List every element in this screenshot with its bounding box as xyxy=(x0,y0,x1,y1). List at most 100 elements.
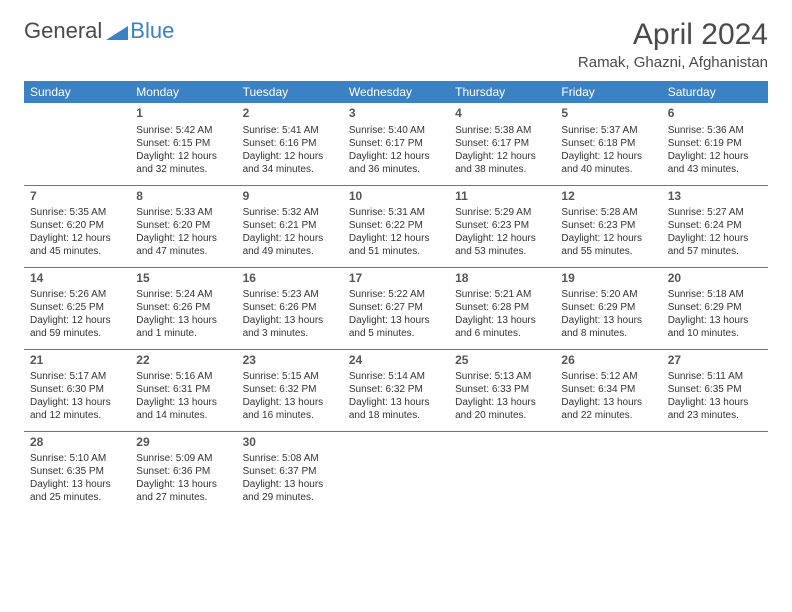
sunset-text: Sunset: 6:33 PM xyxy=(455,383,549,396)
sunset-text: Sunset: 6:34 PM xyxy=(561,383,655,396)
daylight-text: Daylight: 12 hours xyxy=(349,150,443,163)
calendar-row: 7Sunrise: 5:35 AMSunset: 6:20 PMDaylight… xyxy=(24,185,768,267)
daylight-text: Daylight: 12 hours xyxy=(30,314,124,327)
sunset-text: Sunset: 6:16 PM xyxy=(243,137,337,150)
calendar-cell: 11Sunrise: 5:29 AMSunset: 6:23 PMDayligh… xyxy=(449,185,555,267)
header: General Blue April 2024 Ramak, Ghazni, A… xyxy=(24,18,768,71)
daylight-text: and 40 minutes. xyxy=(561,163,655,176)
daylight-text: and 55 minutes. xyxy=(561,245,655,258)
daylight-text: Daylight: 12 hours xyxy=(349,232,443,245)
day-number: 19 xyxy=(561,271,655,287)
daylight-text: Daylight: 13 hours xyxy=(561,314,655,327)
calendar-cell: 2Sunrise: 5:41 AMSunset: 6:16 PMDaylight… xyxy=(237,103,343,185)
day-number: 15 xyxy=(136,271,230,287)
sunset-text: Sunset: 6:31 PM xyxy=(136,383,230,396)
day-number: 22 xyxy=(136,353,230,369)
calendar-cell: 29Sunrise: 5:09 AMSunset: 6:36 PMDayligh… xyxy=(130,431,236,513)
daylight-text: Daylight: 13 hours xyxy=(136,478,230,491)
sunset-text: Sunset: 6:17 PM xyxy=(455,137,549,150)
calendar-cell: 24Sunrise: 5:14 AMSunset: 6:32 PMDayligh… xyxy=(343,349,449,431)
calendar-row: 1Sunrise: 5:42 AMSunset: 6:15 PMDaylight… xyxy=(24,103,768,185)
daylight-text: Daylight: 12 hours xyxy=(243,150,337,163)
daylight-text: and 29 minutes. xyxy=(243,491,337,504)
sunrise-text: Sunrise: 5:37 AM xyxy=(561,124,655,137)
day-number: 1 xyxy=(136,106,230,122)
daylight-text: and 22 minutes. xyxy=(561,409,655,422)
calendar-row: 28Sunrise: 5:10 AMSunset: 6:35 PMDayligh… xyxy=(24,431,768,513)
calendar-cell: 12Sunrise: 5:28 AMSunset: 6:23 PMDayligh… xyxy=(555,185,661,267)
day-number: 6 xyxy=(668,106,762,122)
sunrise-text: Sunrise: 5:09 AM xyxy=(136,452,230,465)
day-number: 3 xyxy=(349,106,443,122)
sunset-text: Sunset: 6:21 PM xyxy=(243,219,337,232)
daylight-text: and 16 minutes. xyxy=(243,409,337,422)
sunset-text: Sunset: 6:30 PM xyxy=(30,383,124,396)
calendar-cell: 15Sunrise: 5:24 AMSunset: 6:26 PMDayligh… xyxy=(130,267,236,349)
daylight-text: and 14 minutes. xyxy=(136,409,230,422)
sunset-text: Sunset: 6:35 PM xyxy=(668,383,762,396)
sunrise-text: Sunrise: 5:29 AM xyxy=(455,206,549,219)
daylight-text: and 6 minutes. xyxy=(455,327,549,340)
daylight-text: and 20 minutes. xyxy=(455,409,549,422)
sunrise-text: Sunrise: 5:14 AM xyxy=(349,370,443,383)
daylight-text: and 47 minutes. xyxy=(136,245,230,258)
daylight-text: Daylight: 12 hours xyxy=(136,150,230,163)
calendar-row: 21Sunrise: 5:17 AMSunset: 6:30 PMDayligh… xyxy=(24,349,768,431)
sunset-text: Sunset: 6:36 PM xyxy=(136,465,230,478)
calendar-cell xyxy=(24,103,130,185)
sunrise-text: Sunrise: 5:13 AM xyxy=(455,370,549,383)
daylight-text: and 45 minutes. xyxy=(30,245,124,258)
logo-text-blue: Blue xyxy=(130,18,174,44)
col-thursday: Thursday xyxy=(449,81,555,103)
calendar-cell: 16Sunrise: 5:23 AMSunset: 6:26 PMDayligh… xyxy=(237,267,343,349)
sunrise-text: Sunrise: 5:36 AM xyxy=(668,124,762,137)
daylight-text: Daylight: 13 hours xyxy=(243,478,337,491)
sunrise-text: Sunrise: 5:26 AM xyxy=(30,288,124,301)
calendar-cell: 6Sunrise: 5:36 AMSunset: 6:19 PMDaylight… xyxy=(662,103,768,185)
sunrise-text: Sunrise: 5:35 AM xyxy=(30,206,124,219)
sunset-text: Sunset: 6:35 PM xyxy=(30,465,124,478)
day-number: 16 xyxy=(243,271,337,287)
calendar-cell: 20Sunrise: 5:18 AMSunset: 6:29 PMDayligh… xyxy=(662,267,768,349)
calendar-cell: 10Sunrise: 5:31 AMSunset: 6:22 PMDayligh… xyxy=(343,185,449,267)
daylight-text: and 32 minutes. xyxy=(136,163,230,176)
day-number: 28 xyxy=(30,435,124,451)
daylight-text: and 27 minutes. xyxy=(136,491,230,504)
sunset-text: Sunset: 6:23 PM xyxy=(561,219,655,232)
triangle-icon xyxy=(106,22,128,40)
calendar-cell: 26Sunrise: 5:12 AMSunset: 6:34 PMDayligh… xyxy=(555,349,661,431)
day-number: 23 xyxy=(243,353,337,369)
daylight-text: Daylight: 13 hours xyxy=(349,314,443,327)
day-number: 14 xyxy=(30,271,124,287)
sunset-text: Sunset: 6:17 PM xyxy=(349,137,443,150)
daylight-text: and 57 minutes. xyxy=(668,245,762,258)
calendar-cell: 18Sunrise: 5:21 AMSunset: 6:28 PMDayligh… xyxy=(449,267,555,349)
calendar-cell: 1Sunrise: 5:42 AMSunset: 6:15 PMDaylight… xyxy=(130,103,236,185)
daylight-text: Daylight: 13 hours xyxy=(136,314,230,327)
sunset-text: Sunset: 6:15 PM xyxy=(136,137,230,150)
col-monday: Monday xyxy=(130,81,236,103)
sunrise-text: Sunrise: 5:41 AM xyxy=(243,124,337,137)
col-sunday: Sunday xyxy=(24,81,130,103)
sunrise-text: Sunrise: 5:28 AM xyxy=(561,206,655,219)
daylight-text: Daylight: 13 hours xyxy=(30,396,124,409)
sunset-text: Sunset: 6:32 PM xyxy=(243,383,337,396)
calendar-cell: 13Sunrise: 5:27 AMSunset: 6:24 PMDayligh… xyxy=(662,185,768,267)
daylight-text: and 49 minutes. xyxy=(243,245,337,258)
daylight-text: Daylight: 13 hours xyxy=(668,314,762,327)
calendar-cell: 8Sunrise: 5:33 AMSunset: 6:20 PMDaylight… xyxy=(130,185,236,267)
daylight-text: Daylight: 12 hours xyxy=(455,232,549,245)
daylight-text: Daylight: 12 hours xyxy=(455,150,549,163)
day-number: 20 xyxy=(668,271,762,287)
calendar-cell xyxy=(343,431,449,513)
daylight-text: Daylight: 12 hours xyxy=(243,232,337,245)
daylight-text: Daylight: 12 hours xyxy=(668,150,762,163)
calendar-cell: 17Sunrise: 5:22 AMSunset: 6:27 PMDayligh… xyxy=(343,267,449,349)
sunset-text: Sunset: 6:26 PM xyxy=(136,301,230,314)
calendar-row: 14Sunrise: 5:26 AMSunset: 6:25 PMDayligh… xyxy=(24,267,768,349)
calendar-cell: 23Sunrise: 5:15 AMSunset: 6:32 PMDayligh… xyxy=(237,349,343,431)
sunrise-text: Sunrise: 5:08 AM xyxy=(243,452,337,465)
calendar-cell xyxy=(555,431,661,513)
day-number: 27 xyxy=(668,353,762,369)
day-number: 5 xyxy=(561,106,655,122)
